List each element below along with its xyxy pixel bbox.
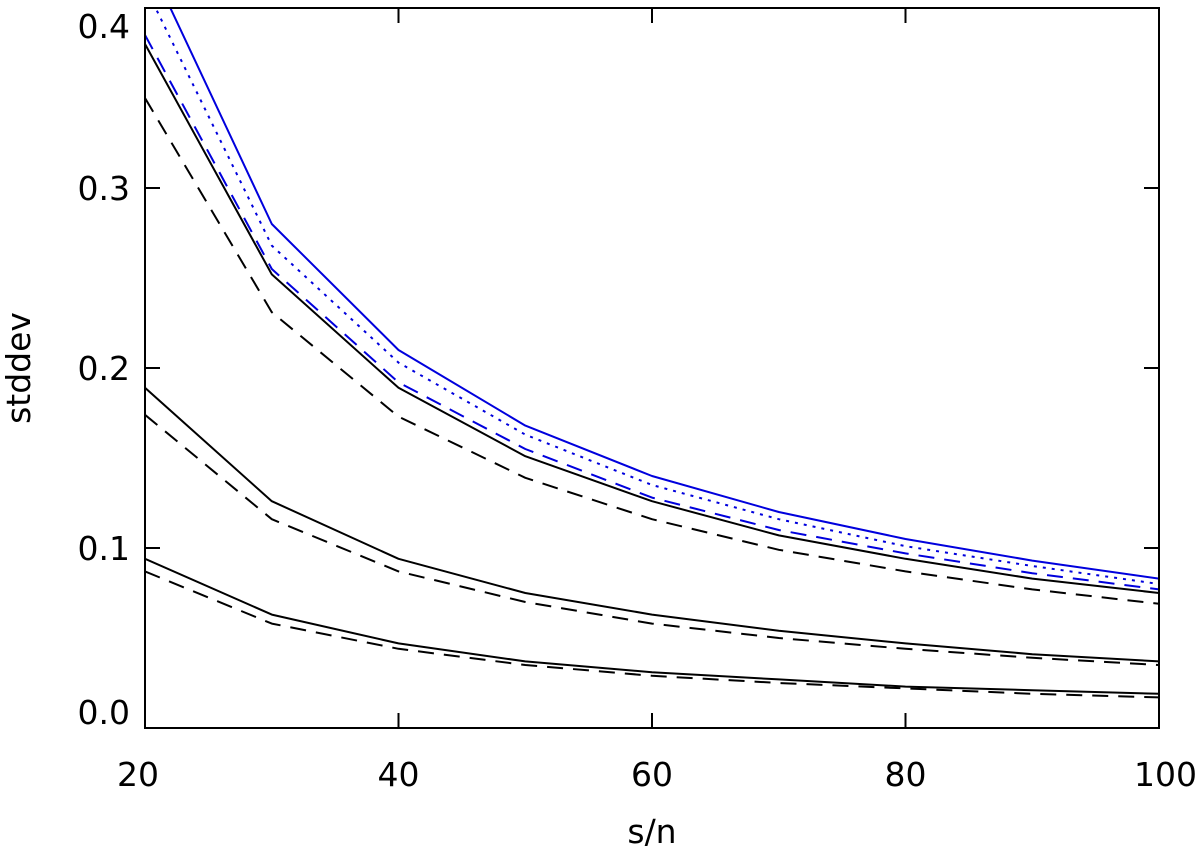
y-tick-label: 0.4 bbox=[78, 7, 130, 46]
axis-layer: 20 40 60 80 100 0.0 0.1 0.2 0.3 0.4 bbox=[78, 7, 1197, 794]
series-line-7 bbox=[145, 414, 1159, 666]
x-tick-label: 60 bbox=[631, 755, 673, 794]
x-axis-title: s/n bbox=[627, 812, 676, 851]
series-layer bbox=[145, 8, 1159, 699]
x-tick-label: 40 bbox=[378, 755, 420, 794]
series-line-5 bbox=[145, 97, 1159, 605]
x-tick-label: 100 bbox=[1134, 755, 1197, 794]
x-tick-label: 20 bbox=[117, 755, 159, 794]
series-line-8 bbox=[145, 557, 1159, 695]
x-tick-label: 80 bbox=[885, 755, 927, 794]
series-line-2 bbox=[154, 8, 1159, 585]
series-line-9 bbox=[145, 570, 1159, 699]
series-line-1 bbox=[169, 8, 1159, 580]
y-tick-label: 0.2 bbox=[78, 349, 130, 388]
y-tick-label: 0.1 bbox=[78, 529, 130, 568]
series-line-4 bbox=[145, 43, 1159, 594]
series-line-3 bbox=[145, 34, 1159, 591]
series-line-6 bbox=[145, 387, 1159, 663]
y-axis-title: stddev bbox=[0, 312, 38, 424]
y-tick-label: 0.0 bbox=[78, 693, 130, 732]
y-tick-label: 0.3 bbox=[78, 169, 130, 208]
